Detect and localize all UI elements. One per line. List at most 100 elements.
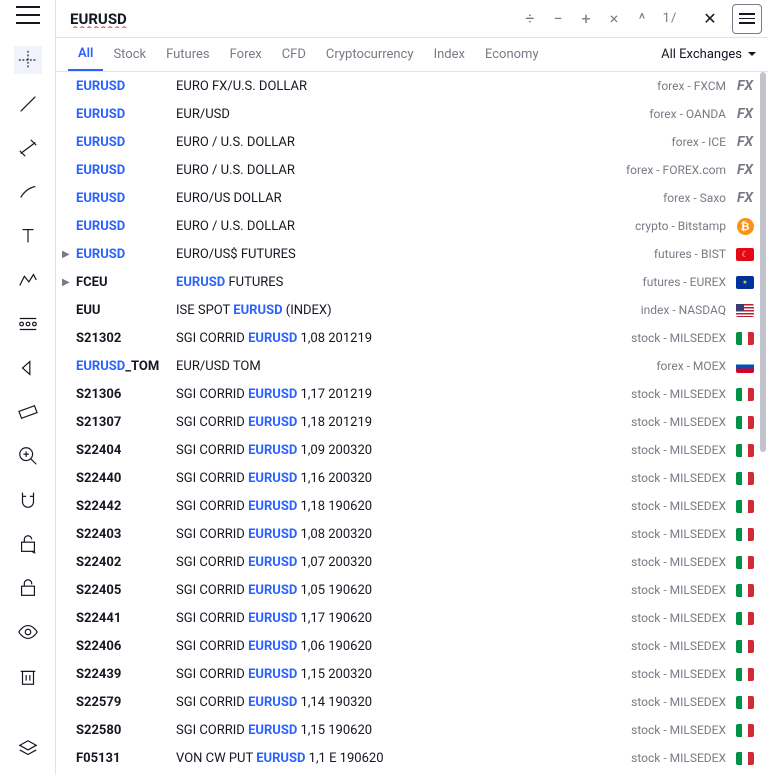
- tab-forex[interactable]: Forex: [220, 38, 272, 71]
- ruler-tool[interactable]: [14, 398, 42, 426]
- symbol-code: S22405: [76, 583, 176, 598]
- text-tool[interactable]: [14, 222, 42, 250]
- exchange-filter[interactable]: All Exchanges: [661, 47, 756, 62]
- symbol-description: SGI CORRID EURUSD 1,18 201219: [176, 415, 631, 430]
- symbol-code: S22404: [76, 443, 176, 458]
- trend-line-tool[interactable]: [14, 90, 42, 118]
- trash-tool[interactable]: [14, 662, 42, 690]
- symbol-description: SGI CORRID EURUSD 1,17 190620: [176, 611, 631, 626]
- result-row[interactable]: EURUSDEURO / U.S. DOLLARforex - FOREX.co…: [56, 156, 768, 184]
- tab-index[interactable]: Index: [424, 38, 475, 71]
- result-row[interactable]: EURUSDEURO / U.S. DOLLARforex - ICEFX: [56, 128, 768, 156]
- watchlist-button[interactable]: [732, 4, 762, 34]
- result-row[interactable]: S22402SGI CORRID EURUSD 1,07 200320stock…: [56, 548, 768, 576]
- power-op-button[interactable]: ^: [628, 5, 656, 33]
- forecast-tool[interactable]: [14, 310, 42, 338]
- result-row[interactable]: ▶EURUSDEURO/US$ FUTURESfutures - BIST: [56, 240, 768, 268]
- symbol-code: S22580: [76, 723, 176, 738]
- flag-it-icon: [736, 556, 754, 569]
- symbol-source: stock - MILSEDEX: [631, 583, 726, 597]
- symbol-code: EURUSD: [76, 135, 176, 150]
- plus-op-button[interactable]: +: [572, 5, 600, 33]
- result-row[interactable]: S22405SGI CORRID EURUSD 1,05 190620stock…: [56, 576, 768, 604]
- result-row[interactable]: S21302SGI CORRID EURUSD 1,08 201219stock…: [56, 324, 768, 352]
- scrollbar-thumb[interactable]: [760, 72, 766, 452]
- tab-stock[interactable]: Stock: [103, 38, 156, 71]
- flag-it-icon: [736, 444, 754, 457]
- close-button[interactable]: ✕: [696, 5, 724, 33]
- tab-futures[interactable]: Futures: [156, 38, 220, 71]
- symbol-code: EURUSD_TOM: [76, 359, 176, 374]
- symbol-code: S21307: [76, 415, 176, 430]
- symbol-description: EUR/USD TOM: [176, 359, 656, 374]
- lock-drawing-tool[interactable]: [14, 530, 42, 558]
- eye-tool[interactable]: [14, 618, 42, 646]
- layers-tool[interactable]: [14, 735, 42, 763]
- menu-button[interactable]: [16, 6, 40, 24]
- expand-icon[interactable]: ▶: [62, 277, 76, 288]
- symbol-source: stock - MILSEDEX: [631, 639, 726, 653]
- symbol-code: S21306: [76, 387, 176, 402]
- result-row[interactable]: ▶FCEUEURUSD FUTURESfutures - EUREX: [56, 268, 768, 296]
- fx-icon: FX: [737, 134, 753, 150]
- result-row[interactable]: EURUSDEUR/USDforex - OANDAFX: [56, 100, 768, 128]
- pattern-tool[interactable]: [14, 266, 42, 294]
- result-row[interactable]: S21307SGI CORRID EURUSD 1,18 201219stock…: [56, 408, 768, 436]
- tab-cfd[interactable]: CFD: [272, 38, 316, 71]
- result-row[interactable]: EURUSDEURO FX/U.S. DOLLARforex - FXCMFX: [56, 72, 768, 100]
- fx-icon: FX: [737, 106, 753, 122]
- result-row[interactable]: S22406SGI CORRID EURUSD 1,06 190620stock…: [56, 632, 768, 660]
- symbol-description: EURO/US DOLLAR: [176, 191, 663, 206]
- symbol-source: crypto - Bitstamp: [635, 219, 726, 233]
- results-list[interactable]: EURUSDEURO FX/U.S. DOLLARforex - FXCMFXE…: [56, 72, 768, 775]
- unlock-tool[interactable]: [14, 574, 42, 602]
- tab-all[interactable]: All: [68, 38, 103, 71]
- result-row[interactable]: S22442SGI CORRID EURUSD 1,18 190620stock…: [56, 492, 768, 520]
- symbol-search-panel: ÷ − + × ^ 1/ ✕ AllStockFuturesForexCFDCr…: [56, 0, 768, 775]
- minus-op-button[interactable]: −: [544, 5, 572, 33]
- tab-cryptocurrency[interactable]: Cryptocurrency: [316, 38, 424, 71]
- flag-it-icon: [736, 472, 754, 485]
- expand-icon[interactable]: ▶: [62, 249, 76, 260]
- tab-economy[interactable]: Economy: [475, 38, 549, 71]
- multiply-op-button[interactable]: ×: [600, 5, 628, 33]
- flag-it-icon: [736, 584, 754, 597]
- crosshair-tool[interactable]: [14, 46, 42, 74]
- filter-tabs: AllStockFuturesForexCFDCryptocurrencyInd…: [56, 38, 768, 72]
- symbol-code: FCEU: [76, 275, 176, 290]
- result-row[interactable]: EURUSDEURO / U.S. DOLLARcrypto - Bitstam…: [56, 212, 768, 240]
- result-row[interactable]: F05131VON CW PUT EURUSD 1,1 E 190620stoc…: [56, 744, 768, 772]
- result-row[interactable]: S22403SGI CORRID EURUSD 1,08 200320stock…: [56, 520, 768, 548]
- symbol-source: stock - MILSEDEX: [631, 471, 726, 485]
- zoom-tool[interactable]: [14, 442, 42, 470]
- result-row[interactable]: S22579SGI CORRID EURUSD 1,14 190320stock…: [56, 688, 768, 716]
- symbol-description: SGI CORRID EURUSD 1,17 201219: [176, 387, 631, 402]
- result-row[interactable]: EURUSD_TOMEUR/USD TOMforex - MOEX: [56, 352, 768, 380]
- symbol-description: SGI CORRID EURUSD 1,09 200320: [176, 443, 631, 458]
- left-toolbar: [0, 0, 56, 775]
- symbol-code: S22402: [76, 555, 176, 570]
- brush-tool[interactable]: [14, 178, 42, 206]
- scrollbar-track[interactable]: [758, 72, 768, 775]
- result-row[interactable]: S22580SGI CORRID EURUSD 1,15 190620stock…: [56, 716, 768, 744]
- symbol-source: stock - MILSEDEX: [631, 695, 726, 709]
- symbol-search-input[interactable]: [62, 10, 516, 28]
- symbol-code: EURUSD: [76, 163, 176, 178]
- symbol-source: stock - MILSEDEX: [631, 723, 726, 737]
- back-arrow-icon[interactable]: [14, 354, 42, 382]
- symbol-source: forex - FXCM: [657, 79, 726, 93]
- divide-op-button[interactable]: ÷: [516, 5, 544, 33]
- symbol-description: EURO FX/U.S. DOLLAR: [176, 79, 657, 94]
- result-row[interactable]: S22404SGI CORRID EURUSD 1,09 200320stock…: [56, 436, 768, 464]
- result-row[interactable]: EUUISE SPOT EURUSD (INDEX)index - NASDAQ: [56, 296, 768, 324]
- magnet-tool[interactable]: [14, 486, 42, 514]
- fib-tool[interactable]: [14, 134, 42, 162]
- result-row[interactable]: S21306SGI CORRID EURUSD 1,17 201219stock…: [56, 380, 768, 408]
- result-row[interactable]: S22441SGI CORRID EURUSD 1,17 190620stock…: [56, 604, 768, 632]
- symbol-source: forex - FOREX.com: [626, 163, 726, 177]
- result-row[interactable]: S22440SGI CORRID EURUSD 1,16 200320stock…: [56, 464, 768, 492]
- symbol-description: SGI CORRID EURUSD 1,08 201219: [176, 331, 631, 346]
- result-row[interactable]: S22439SGI CORRID EURUSD 1,15 200320stock…: [56, 660, 768, 688]
- result-row[interactable]: EURUSDEURO/US DOLLARforex - SaxoFX: [56, 184, 768, 212]
- symbol-description: SGI CORRID EURUSD 1,08 200320: [176, 527, 631, 542]
